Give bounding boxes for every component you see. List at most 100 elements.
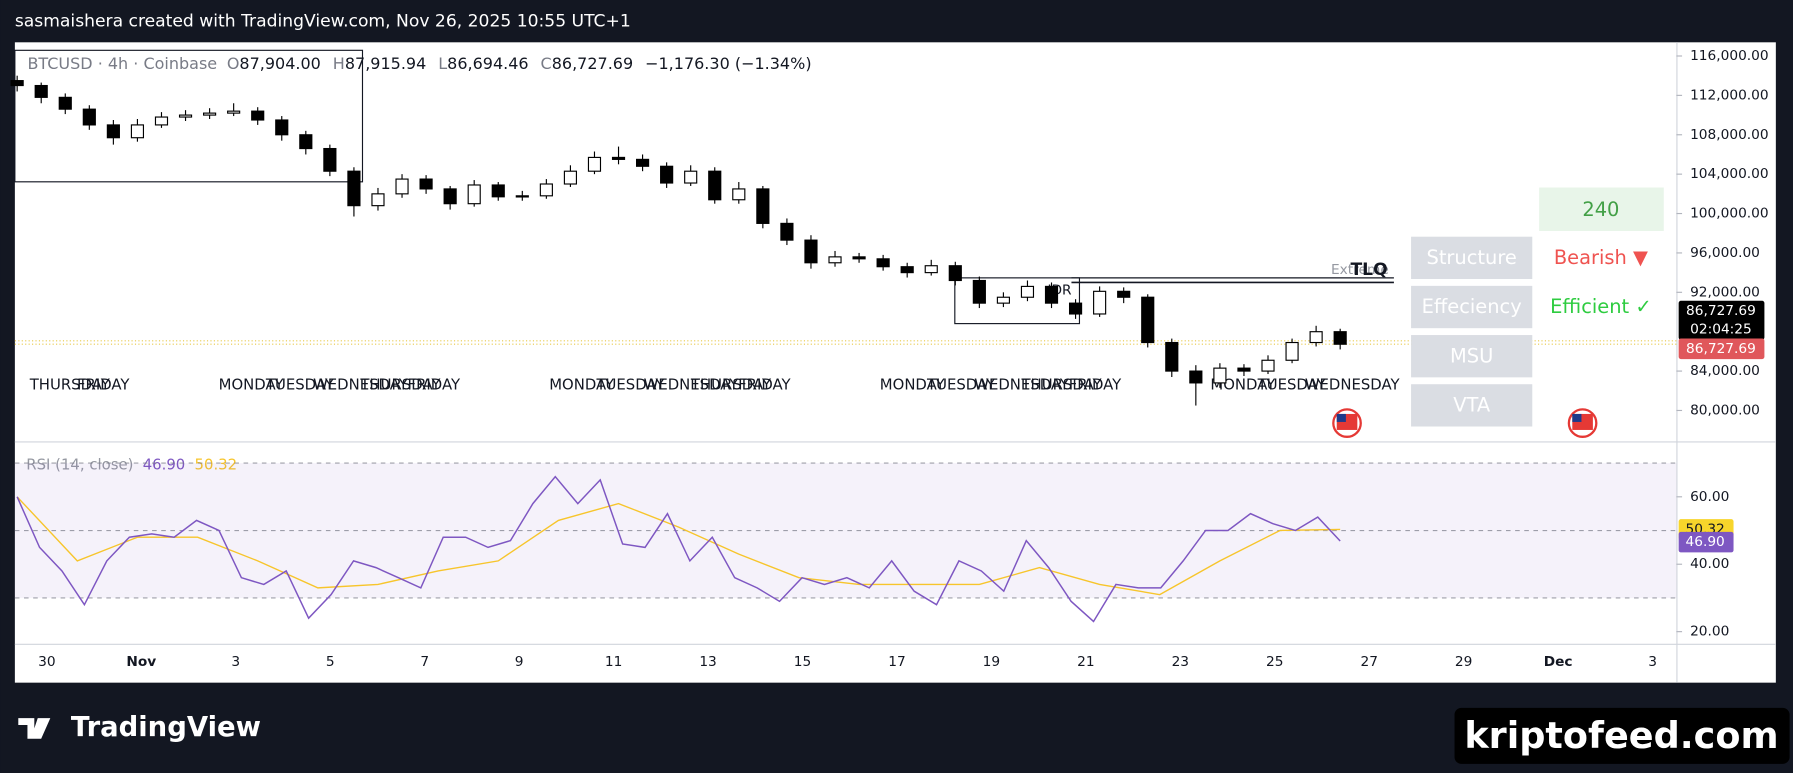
candle-body xyxy=(227,110,241,114)
row-label: MSU xyxy=(1450,344,1493,367)
candle-body xyxy=(178,114,193,118)
y-tick-label: 84,000.00 xyxy=(1690,363,1760,379)
weekday-label: WEDNESDAY xyxy=(644,375,740,393)
rsi-tag xyxy=(1678,531,1734,553)
x-tick-label: 7 xyxy=(420,654,429,670)
x-tick-label: 25 xyxy=(1266,654,1283,670)
rsi-ma-line xyxy=(16,496,1341,596)
y-tick-label: 112,000.00 xyxy=(1690,87,1769,103)
y-tick-label: 108,000.00 xyxy=(1690,127,1769,143)
candle-body xyxy=(1117,290,1131,298)
x-tick-label: 11 xyxy=(605,654,622,670)
y-tick-label: 104,000.00 xyxy=(1690,166,1769,182)
legend-value: 86,694.46 xyxy=(447,54,528,73)
footer: TradingView kriptofeed.com xyxy=(18,707,1790,764)
brand: TradingView xyxy=(71,712,261,743)
x-tick-label: 17 xyxy=(888,654,905,670)
timeframe: 240 xyxy=(1582,198,1619,221)
candle-body xyxy=(972,279,986,304)
candle-body xyxy=(154,116,169,126)
weekday-label: WEDNESDAY xyxy=(974,375,1070,393)
label-box xyxy=(1411,236,1533,280)
candle-body xyxy=(1237,367,1251,372)
weekday-label: WEDNESDAY xyxy=(1305,375,1401,393)
rsi-y-tick-label: 40.00 xyxy=(1690,556,1729,572)
candle-body xyxy=(852,256,866,260)
candle-body xyxy=(828,256,842,264)
candle-body xyxy=(275,119,289,136)
weekday-label: THURSDAY xyxy=(359,375,441,393)
candle-body xyxy=(58,96,72,110)
x-tick-label: Dec xyxy=(1544,654,1573,670)
candle-body xyxy=(1285,341,1299,361)
y-tick-label: 96,000.00 xyxy=(1690,245,1760,261)
weekday-label: TUESDAY xyxy=(595,375,665,393)
label-box xyxy=(1411,384,1533,427)
x-tick-label: 23 xyxy=(1172,654,1189,670)
candle-body xyxy=(611,156,626,160)
weekday-label: TUESDAY xyxy=(265,375,335,393)
candle-body xyxy=(515,195,529,198)
candle-body xyxy=(1213,367,1227,384)
candle-body xyxy=(684,170,698,184)
drawings: Extreme TLQ IDR xyxy=(14,49,1677,438)
weekday-label: MONDAY xyxy=(219,375,285,393)
weekday-label: TUESDAY xyxy=(926,375,996,393)
candle-body xyxy=(82,108,96,126)
candle-body xyxy=(1189,370,1203,384)
rsi-title: RSI (14, close) xyxy=(26,455,133,473)
weekday-label: MONDAY xyxy=(880,375,946,393)
watermark-box xyxy=(1454,707,1790,764)
rsi-tag-label: 46.90 xyxy=(1686,534,1725,550)
x-tick-label: 3 xyxy=(231,654,240,670)
candle-body xyxy=(130,124,145,139)
candle-body xyxy=(635,158,650,167)
candle-body xyxy=(1261,359,1275,372)
candle-body xyxy=(660,165,674,184)
candle-body xyxy=(419,178,433,190)
y-tick-label: 100,000.00 xyxy=(1690,206,1769,222)
close-price: 86,727.69 xyxy=(1686,341,1756,357)
x-tick-label: 21 xyxy=(1077,654,1094,670)
legend-change: −1,176.30 (−1.34%) xyxy=(645,54,811,73)
legend: BTCUSD · 4h · Coinbase O87,904.00 H87,91… xyxy=(27,54,811,73)
candle-body xyxy=(299,134,313,150)
candle-body xyxy=(34,84,48,98)
candle-body xyxy=(732,188,746,201)
candle-body xyxy=(467,184,481,205)
x-tick-label: 19 xyxy=(983,654,1000,670)
x-tick-label: 5 xyxy=(326,654,335,670)
legend-key: L xyxy=(438,54,447,73)
candle-body xyxy=(900,266,914,274)
x-tick-label: 27 xyxy=(1360,654,1377,670)
x-tick-label: 29 xyxy=(1455,654,1472,670)
weekday-label: WEDNESDAY xyxy=(313,375,409,393)
rsi-y-tick-label: 60.00 xyxy=(1690,489,1729,505)
last-price: 86,727.69 xyxy=(1686,303,1756,319)
rsi-ma-value: 50.32 xyxy=(195,455,238,473)
rsi-value: 46.90 xyxy=(143,455,186,473)
label-box xyxy=(1411,285,1533,329)
rsi-legend: RSI (14, close) 46.90 50.32 xyxy=(26,455,237,473)
y-tick-label: 116,000.00 xyxy=(1690,48,1769,64)
legend-value: 86,727.69 xyxy=(552,54,633,73)
row-label: Effeciency xyxy=(1422,295,1522,318)
x-tick-label: 13 xyxy=(699,654,716,670)
row-value: Bearish ▼ xyxy=(1554,246,1648,269)
row-value: Efficient ✓ xyxy=(1550,295,1651,318)
candle-body xyxy=(756,188,770,224)
row-label: Structure xyxy=(1426,246,1516,269)
watermark: kriptofeed.com xyxy=(1464,714,1778,757)
candle-body xyxy=(10,80,24,87)
candle-body xyxy=(587,156,602,172)
header-text: sasmaishera created with TradingView.com… xyxy=(15,12,631,32)
candle-body xyxy=(539,183,553,197)
legend-key: H xyxy=(333,54,345,73)
x-tick-label: 30 xyxy=(38,654,55,670)
weekday-label: THURSDAY xyxy=(29,375,111,393)
candle-body xyxy=(371,193,385,207)
legend-value: 87,915.94 xyxy=(345,54,426,73)
zone-box xyxy=(14,49,364,183)
weekday-label: FRIDAY xyxy=(77,375,130,393)
